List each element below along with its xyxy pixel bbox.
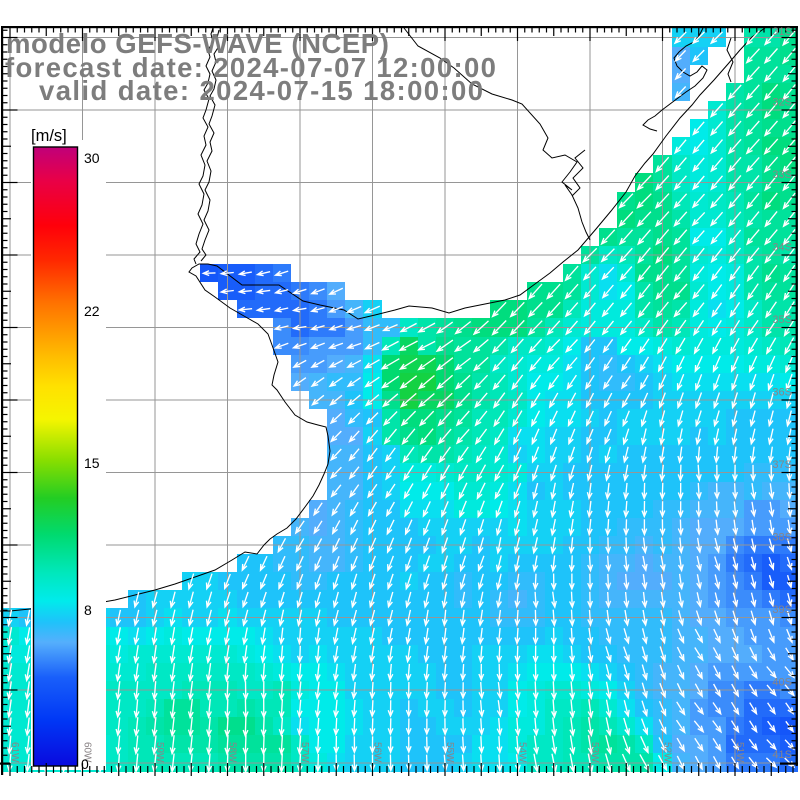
svg-text:[m/s]: [m/s]: [31, 127, 67, 145]
svg-text:41S: 41S: [772, 749, 792, 761]
svg-text:54W: 54W: [517, 742, 528, 763]
svg-text:modelo GEFS-WAVE (NCEP): modelo GEFS-WAVE (NCEP): [6, 28, 389, 59]
svg-text:37S: 37S: [772, 459, 792, 471]
svg-text:38S: 38S: [772, 532, 792, 544]
svg-text:0: 0: [81, 756, 89, 772]
svg-text:22: 22: [84, 303, 100, 319]
svg-text:60W: 60W: [82, 742, 93, 763]
svg-text:55W: 55W: [444, 742, 455, 763]
svg-text:8: 8: [84, 602, 92, 618]
svg-text:32S: 32S: [772, 97, 792, 109]
svg-text:33S: 33S: [772, 169, 792, 181]
svg-text:61W: 61W: [9, 742, 20, 763]
svg-text:34S: 34S: [772, 242, 792, 254]
svg-text:40S: 40S: [772, 677, 792, 689]
svg-text:52W: 52W: [662, 742, 673, 763]
svg-text:30: 30: [84, 150, 100, 166]
svg-text:56W: 56W: [372, 742, 383, 763]
svg-text:53W: 53W: [589, 742, 600, 763]
svg-text:31S: 31S: [772, 26, 792, 38]
svg-text:59W: 59W: [154, 742, 165, 763]
svg-text:valid date: 2024-07-15 18:00:0: valid date: 2024-07-15 18:00:00: [39, 75, 484, 106]
svg-text:35S: 35S: [772, 314, 792, 326]
svg-text:39S: 39S: [772, 604, 792, 616]
svg-text:57W: 57W: [299, 742, 310, 763]
svg-text:51W: 51W: [734, 742, 745, 763]
svg-text:15: 15: [84, 455, 100, 471]
svg-text:58W: 58W: [227, 742, 238, 763]
svg-text:forecast date: 2024-07-07 12:0: forecast date: 2024-07-07 12:00:00: [5, 52, 497, 83]
svg-text:36S: 36S: [772, 387, 792, 399]
